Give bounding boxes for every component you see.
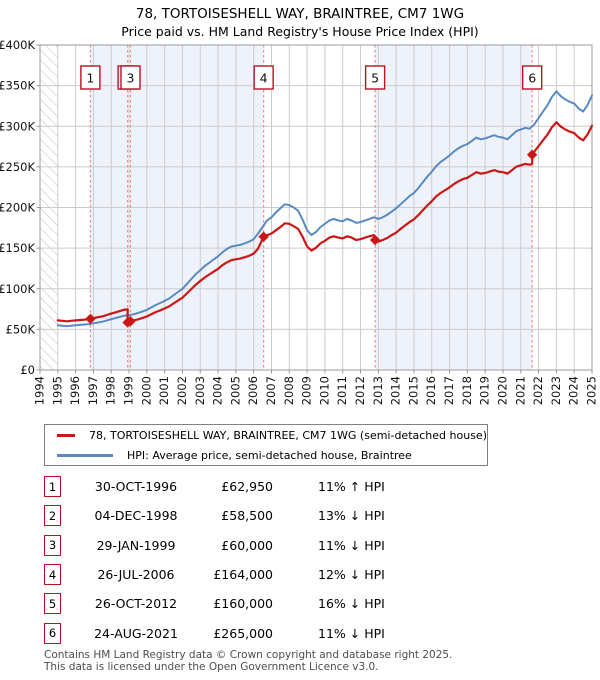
svg-text:2003: 2003 <box>193 376 207 405</box>
svg-text:£250K: £250K <box>0 160 35 174</box>
chart-legend: 78, TORTOISESHELL WAY, BRAINTREE, CM7 1W… <box>44 424 488 466</box>
transaction-price: £62,950 <box>221 479 273 495</box>
transaction-hpi-delta: 13% ↓ HPI <box>318 508 385 524</box>
svg-text:1998: 1998 <box>104 376 118 405</box>
svg-text:2001: 2001 <box>157 376 171 405</box>
transaction-date: 26-JUL-2006 <box>97 567 175 583</box>
svg-text:2011: 2011 <box>335 376 349 405</box>
svg-text:2010: 2010 <box>317 376 331 405</box>
license-footer: Contains HM Land Registry data © Crown c… <box>44 649 584 673</box>
svg-text:2002: 2002 <box>175 376 189 405</box>
transaction-price: £160,000 <box>213 596 273 612</box>
svg-text:2007: 2007 <box>264 376 278 405</box>
price-history-chart: 1994 1995 1996 1997 1998 1999 2000 2001 2002 2003… <box>0 38 599 405</box>
legend-item-price-paid: 78, TORTOISESHELL WAY, BRAINTREE, CM7 1W… <box>45 425 487 445</box>
transaction-price: £60,000 <box>221 537 273 553</box>
table-row: 6 24-AUG-2021 £265,000 11% ↓ HPI <box>44 618 564 647</box>
table-row: 4 26-JUL-2006 £164,000 12% ↓ HPI <box>44 560 564 589</box>
svg-text:2025: 2025 <box>585 376 599 405</box>
transaction-date: 30-OCT-1996 <box>94 479 178 495</box>
svg-text:1999: 1999 <box>122 376 136 405</box>
svg-text:1994: 1994 <box>33 376 47 405</box>
transaction-number-badge: 5 <box>44 593 61 615</box>
svg-text:4: 4 <box>260 71 268 86</box>
svg-text:5: 5 <box>371 71 379 86</box>
svg-text:1997: 1997 <box>86 376 100 405</box>
svg-text:2023: 2023 <box>549 376 563 405</box>
transaction-hpi-delta: 11% ↓ HPI <box>318 537 385 553</box>
transaction-date: 04-DEC-1998 <box>94 508 178 524</box>
svg-text:2017: 2017 <box>442 376 456 405</box>
svg-text:2018: 2018 <box>460 376 474 405</box>
footer-line: Contains HM Land Registry data © Crown c… <box>44 649 453 661</box>
transaction-price: £265,000 <box>213 625 273 641</box>
svg-text:2015: 2015 <box>406 376 420 405</box>
svg-text:2022: 2022 <box>531 376 545 405</box>
svg-text:£50K: £50K <box>6 322 36 336</box>
svg-text:£100K: £100K <box>0 282 35 296</box>
svg-text:1: 1 <box>86 71 94 86</box>
svg-text:2004: 2004 <box>211 376 225 405</box>
svg-text:2014: 2014 <box>389 376 403 405</box>
svg-text:2009: 2009 <box>300 376 314 405</box>
svg-text:£400K: £400K <box>0 38 35 52</box>
transaction-number-badge: 4 <box>44 564 61 586</box>
svg-text:£150K: £150K <box>0 241 35 255</box>
chart-subtitle: Price paid vs. HM Land Registry's House … <box>121 24 479 39</box>
transaction-hpi-delta: 11% ↓ HPI <box>318 625 385 641</box>
svg-text:2008: 2008 <box>282 376 296 405</box>
footer-line: This data is licensed under the Open Gov… <box>44 660 379 673</box>
svg-text:6: 6 <box>528 71 536 86</box>
svg-text:1996: 1996 <box>68 376 82 405</box>
transaction-number-badge: 2 <box>44 505 61 527</box>
svg-text:2019: 2019 <box>478 376 492 405</box>
svg-text:2005: 2005 <box>228 376 242 405</box>
table-row: 5 26-OCT-2012 £160,000 16% ↓ HPI <box>44 589 564 618</box>
price-paid-line-swatch <box>57 433 75 437</box>
purchase-marker-flag: 4 <box>253 65 274 90</box>
hpi-line-swatch <box>57 453 113 457</box>
transaction-price: £164,000 <box>213 567 273 583</box>
svg-text:2012: 2012 <box>353 376 367 405</box>
svg-text:2006: 2006 <box>246 376 260 405</box>
table-row: 3 29-JAN-1999 £60,000 11% ↓ HPI <box>44 531 564 560</box>
svg-text:2021: 2021 <box>513 376 527 405</box>
transaction-number-badge: 1 <box>44 476 61 498</box>
purchase-marker-flag: 1 <box>80 65 101 90</box>
legend-item-hpi: HPI: Average price, semi-detached house,… <box>45 445 487 465</box>
svg-text:£0: £0 <box>20 363 35 377</box>
svg-text:1995: 1995 <box>50 376 64 405</box>
svg-text:2000: 2000 <box>139 376 153 405</box>
svg-text:2013: 2013 <box>371 376 385 405</box>
svg-text:2024: 2024 <box>567 376 581 405</box>
transaction-hpi-delta: 12% ↓ HPI <box>318 567 385 583</box>
svg-text:2016: 2016 <box>424 376 438 405</box>
table-row: 1 30-OCT-1996 £62,950 11% ↑ HPI <box>44 472 564 501</box>
transaction-date: 24-AUG-2021 <box>94 625 178 641</box>
svg-text:£300K: £300K <box>0 119 35 133</box>
transactions-table: 1 30-OCT-1996 £62,950 11% ↑ HPI 2 04-DEC… <box>44 472 564 648</box>
transaction-number-badge: 3 <box>44 534 61 556</box>
transaction-number-badge: 6 <box>44 622 61 644</box>
chart-title: 78, TORTOISESHELL WAY, BRAINTREE, CM7 1W… <box>135 6 465 22</box>
table-row: 2 04-DEC-1998 £58,500 13% ↓ HPI <box>44 501 564 530</box>
transaction-price: £58,500 <box>221 508 273 524</box>
transaction-date: 29-JAN-1999 <box>96 537 176 553</box>
svg-text:£350K: £350K <box>0 79 35 93</box>
purchase-marker-flag: 3 <box>120 65 141 90</box>
transaction-hpi-delta: 11% ↑ HPI <box>318 479 385 495</box>
legend-label: HPI: Average price, semi-detached house,… <box>127 448 412 462</box>
svg-text:3: 3 <box>126 71 134 86</box>
transaction-date: 26-OCT-2012 <box>94 596 178 612</box>
svg-text:£200K: £200K <box>0 201 35 215</box>
purchase-marker-flag: 6 <box>521 65 543 90</box>
purchase-marker-flag: 5 <box>364 65 386 90</box>
svg-text:2020: 2020 <box>495 376 509 405</box>
legend-label: 78, TORTOISESHELL WAY, BRAINTREE, CM7 1W… <box>88 428 487 442</box>
transaction-hpi-delta: 16% ↓ HPI <box>318 596 385 612</box>
